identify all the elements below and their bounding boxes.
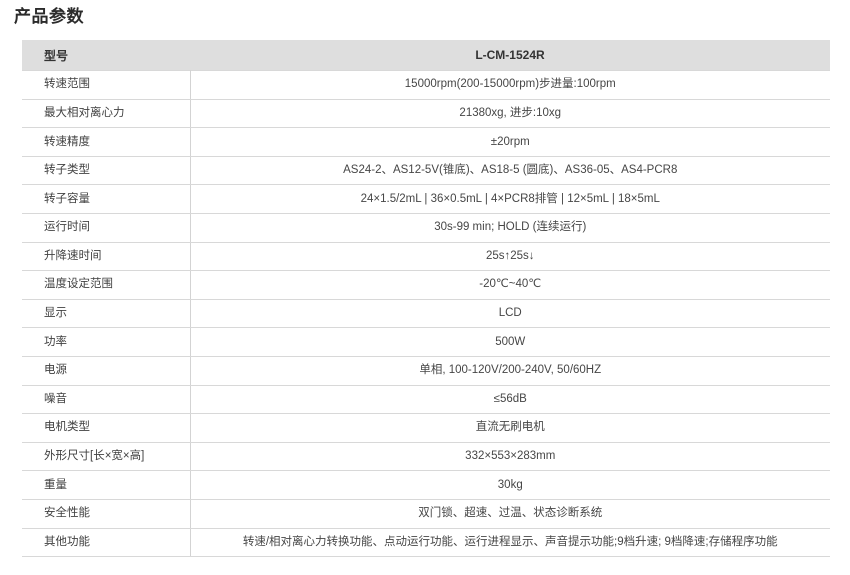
spec-label: 显示	[22, 298, 191, 329]
spec-value: 21380xg, 进步:10xg	[190, 98, 830, 129]
spec-value: 双门锁、超速、过温、状态诊断系统	[190, 498, 830, 529]
spec-value: 25s↑25s↓	[190, 241, 830, 272]
spec-value: 332×553×283mm	[190, 441, 830, 472]
spec-label: 温度设定范围	[22, 270, 191, 300]
spec-value: 15000rpm(200-15000rpm)步进量:100rpm	[190, 70, 830, 100]
table-header-row: 型号 L-CM-1524R	[22, 40, 830, 71]
spec-label: 外形尺寸[长×宽×高]	[22, 441, 191, 472]
spec-label: 功率	[22, 327, 191, 357]
spec-label: 安全性能	[22, 498, 191, 529]
table-row: 电机类型 直流无刷电机	[22, 413, 830, 443]
spec-value: 500W	[190, 327, 830, 357]
spec-label: 转子容量	[22, 184, 191, 214]
table-header: 型号 L-CM-1524R	[22, 40, 830, 71]
spec-label: 运行时间	[22, 212, 191, 243]
table-row: 其他功能 转速/相对离心力转换功能、点动运行功能、运行进程显示、声音提示功能;9档…	[22, 527, 830, 558]
table-row: 转子容量 24×1.5/2mL | 36×0.5mL | 4×PCR8排管 | 1…	[22, 184, 830, 214]
spec-value: 转速/相对离心力转换功能、点动运行功能、运行进程显示、声音提示功能;9档升速; …	[190, 527, 830, 558]
table-row: 转速精度 ±20rpm	[22, 127, 830, 157]
table-row: 温度设定范围 -20℃~40℃	[22, 270, 830, 300]
spec-value: 24×1.5/2mL | 36×0.5mL | 4×PCR8排管 | 12×5m…	[190, 184, 830, 214]
table-row: 安全性能 双门锁、超速、过温、状态诊断系统	[22, 498, 830, 529]
table-row: 运行时间 30s-99 min; HOLD (连续运行)	[22, 212, 830, 243]
table-row: 重量 30kg	[22, 470, 830, 500]
spec-label: 升降速时间	[22, 241, 191, 272]
table-row: 转速范围 15000rpm(200-15000rpm)步进量:100rpm	[22, 70, 830, 100]
spec-label: 转子类型	[22, 155, 191, 186]
spec-label: 最大相对离心力	[22, 98, 191, 129]
header-value-model-number: L-CM-1524R	[190, 40, 830, 71]
spec-label: 其他功能	[22, 527, 191, 558]
spec-label: 转速精度	[22, 127, 191, 157]
spec-value: AS24-2、AS12-5V(锥底)、AS18-5 (圆底)、AS36-05、A…	[190, 155, 830, 186]
table-row: 显示 LCD	[22, 298, 830, 329]
spec-label: 重量	[22, 470, 191, 500]
product-parameters-table: 型号 L-CM-1524R 转速范围 15000rpm(200-15000rpm)…	[22, 40, 830, 558]
table-row: 转子类型 AS24-2、AS12-5V(锥底)、AS18-5 (圆底)、AS36-…	[22, 155, 830, 186]
table-row: 升降速时间 25s↑25s↓	[22, 241, 830, 272]
spec-value: ±20rpm	[190, 127, 830, 157]
spec-label: 电机类型	[22, 413, 191, 443]
spec-value: 单相, 100-120V/200-240V, 50/60HZ	[190, 355, 830, 386]
table-row: 外形尺寸[长×宽×高] 332×553×283mm	[22, 441, 830, 472]
page-title: 产品参数	[14, 7, 84, 26]
spec-table-container: 型号 L-CM-1524R 转速范围 15000rpm(200-15000rpm)…	[22, 40, 830, 558]
table-row: 噪音 ≤56dB	[22, 384, 830, 415]
spec-value: ≤56dB	[190, 384, 830, 415]
spec-label: 电源	[22, 355, 191, 386]
spec-value: LCD	[190, 298, 830, 329]
header-label-model: 型号	[22, 40, 190, 71]
table-row: 电源 单相, 100-120V/200-240V, 50/60HZ	[22, 355, 830, 386]
spec-label: 噪音	[22, 384, 191, 415]
table-body: 转速范围 15000rpm(200-15000rpm)步进量:100rpm 最大相对…	[22, 70, 830, 558]
spec-value: 30s-99 min; HOLD (连续运行)	[190, 212, 830, 243]
table-row: 功率 500W	[22, 327, 830, 357]
spec-value: -20℃~40℃	[190, 270, 830, 300]
spec-value: 30kg	[190, 470, 830, 500]
spec-label: 转速范围	[22, 70, 191, 100]
table-row: 最大相对离心力 21380xg, 进步:10xg	[22, 98, 830, 129]
spec-value: 直流无刷电机	[190, 413, 830, 443]
